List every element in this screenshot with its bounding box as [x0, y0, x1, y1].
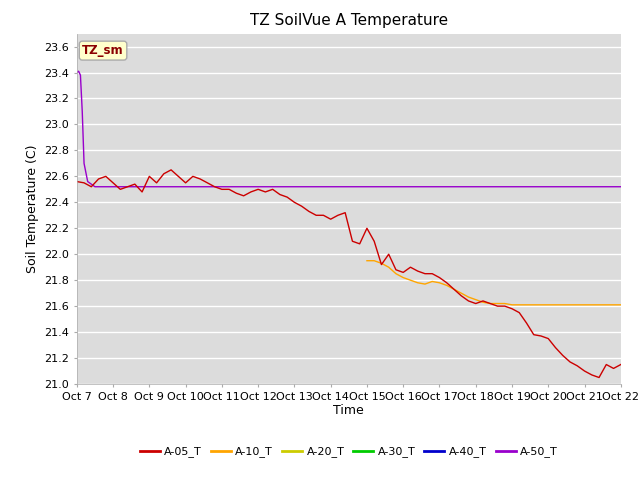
X-axis label: Time: Time [333, 405, 364, 418]
Legend: A-05_T, A-10_T, A-20_T, A-30_T, A-40_T, A-50_T: A-05_T, A-10_T, A-20_T, A-30_T, A-40_T, … [136, 442, 562, 462]
Y-axis label: Soil Temperature (C): Soil Temperature (C) [26, 144, 38, 273]
Title: TZ SoilVue A Temperature: TZ SoilVue A Temperature [250, 13, 448, 28]
Text: TZ_sm: TZ_sm [82, 44, 124, 57]
